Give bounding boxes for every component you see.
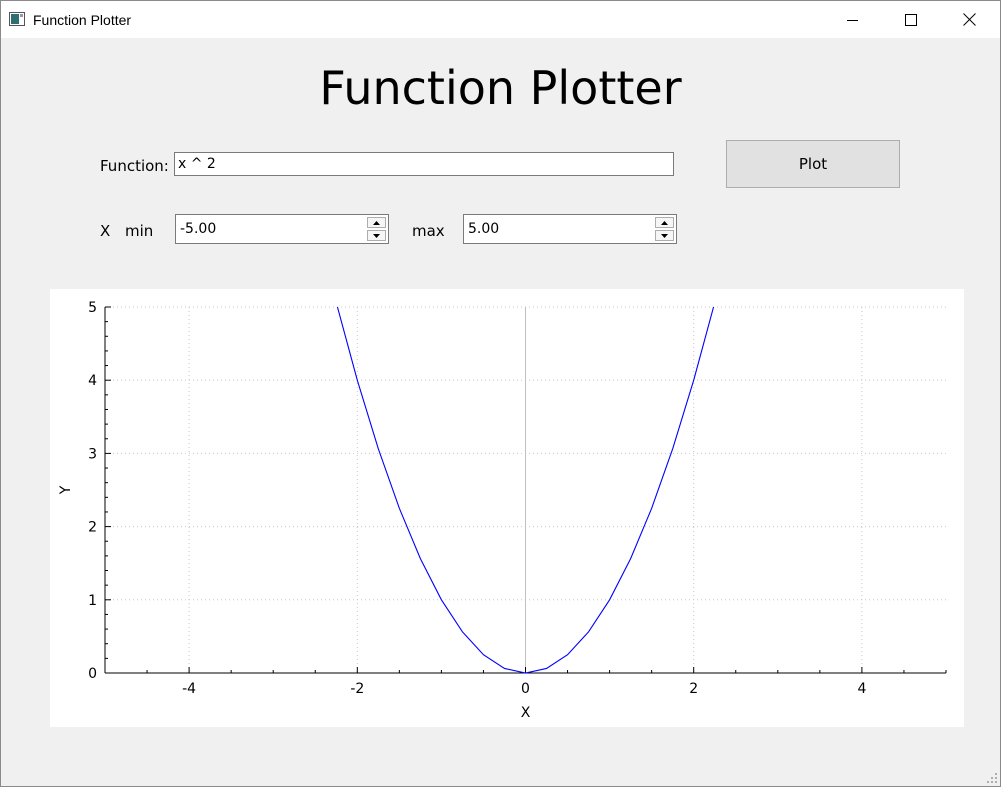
y-tick-label: 3 — [88, 446, 97, 462]
y-tick-label: 5 — [88, 300, 97, 316]
minimize-icon — [847, 19, 858, 21]
x-tick-label: -2 — [350, 681, 364, 697]
x-max-value[interactable]: 5.00 — [468, 221, 500, 237]
x-max-spin-arrows — [655, 217, 674, 241]
app-window-icon — [9, 12, 25, 26]
x-axis-label: X — [521, 705, 531, 721]
x-min-decrement-button[interactable] — [367, 230, 386, 241]
max-label: max — [412, 222, 445, 240]
page-title: Function Plotter — [319, 61, 682, 115]
x-label: X — [100, 222, 111, 240]
function-input[interactable]: x ^ 2 — [174, 152, 674, 176]
x-tick-label: 0 — [521, 681, 530, 697]
y-tick-label: 4 — [88, 373, 97, 389]
close-icon — [962, 13, 976, 26]
arrow-down-icon — [373, 233, 380, 238]
x-min-increment-button[interactable] — [367, 217, 386, 228]
x-max-increment-button[interactable] — [655, 217, 674, 228]
plot-button[interactable]: Plot — [726, 140, 900, 188]
x-max-spinbox[interactable]: 5.00 — [463, 214, 677, 244]
title-bar[interactable]: Function Plotter — [1, 1, 1000, 38]
window-title: Function Plotter — [33, 12, 132, 28]
x-min-spin-arrows — [367, 217, 386, 241]
arrow-up-icon — [661, 220, 668, 225]
y-tick-label: 1 — [88, 593, 97, 609]
x-max-decrement-button[interactable] — [655, 230, 674, 241]
maximize-button[interactable] — [882, 1, 940, 38]
x-tick-label: -4 — [182, 681, 196, 697]
series-line-0 — [336, 306, 715, 674]
minimize-button[interactable] — [824, 1, 882, 38]
x-tick-label: 2 — [689, 681, 698, 697]
plot-area[interactable]: -4 -2 0 2 4 0 1 2 3 4 5 X Y — [50, 289, 964, 727]
min-label: min — [125, 222, 154, 240]
maximize-icon — [905, 13, 917, 26]
x-min-value[interactable]: -5.00 — [180, 221, 217, 237]
function-label: Function: — [100, 157, 169, 175]
arrow-up-icon — [373, 220, 380, 225]
y-axis-label: Y — [58, 485, 74, 495]
x-tick-label: 4 — [857, 681, 866, 697]
resize-grip-icon[interactable] — [986, 772, 998, 784]
function-chart: -4 -2 0 2 4 0 1 2 3 4 5 X Y — [58, 300, 947, 721]
x-min-spinbox[interactable]: -5.00 — [175, 214, 389, 244]
arrow-down-icon — [661, 233, 668, 238]
close-button[interactable] — [940, 1, 998, 38]
y-tick-label: 2 — [88, 520, 97, 536]
y-tick-label: 0 — [88, 666, 97, 682]
